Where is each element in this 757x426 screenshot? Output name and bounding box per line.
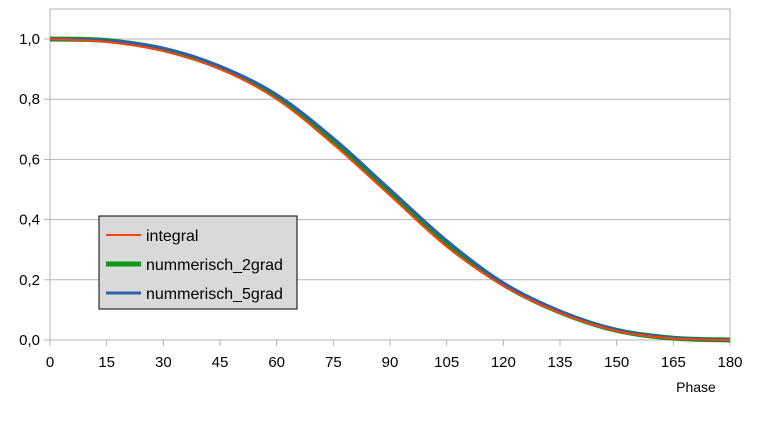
legend: integral nummerisch_2grad nummerisch_5grad [98,215,298,310]
x-axis-ticks: 0 15 30 45 60 75 90 105 120 135 150 165 180 [46,340,743,371]
x-tick-label: 180 [717,354,742,371]
y-tick-label: 0,2 [19,272,40,289]
x-tick-label: 105 [434,354,459,371]
y-tick-label: 0,8 [19,91,40,108]
x-tick-label: 30 [155,354,172,371]
series-lines [49,36,731,343]
x-tick-label: 45 [212,354,229,371]
x-tick-label: 135 [547,354,572,371]
y-axis-ticks: 0,0 0,2 0,4 0,6 0,8 1,0 [19,31,50,349]
x-axis-title: Phase [676,379,716,395]
x-tick-label: 90 [382,354,399,371]
x-tick-label: 150 [604,354,629,371]
x-tick-label: 60 [268,354,285,371]
x-tick-label: 0 [46,354,54,371]
series-line-integral [49,38,731,341]
legend-label: nummerisch_5grad [146,286,283,303]
x-tick-label: 165 [661,354,686,371]
x-tick-label: 15 [98,354,115,371]
y-tick-label: 1,0 [19,31,40,48]
legend-label: nummerisch_2grad [146,257,283,274]
x-tick-label: 120 [491,354,516,371]
legend-label: integral [146,228,198,245]
y-tick-label: 0,0 [19,332,40,349]
x-tick-label: 75 [325,354,342,371]
y-tick-label: 0,4 [19,212,40,229]
series-line-nummerisch_5grad [49,37,731,342]
y-tick-label: 0,6 [19,151,40,168]
